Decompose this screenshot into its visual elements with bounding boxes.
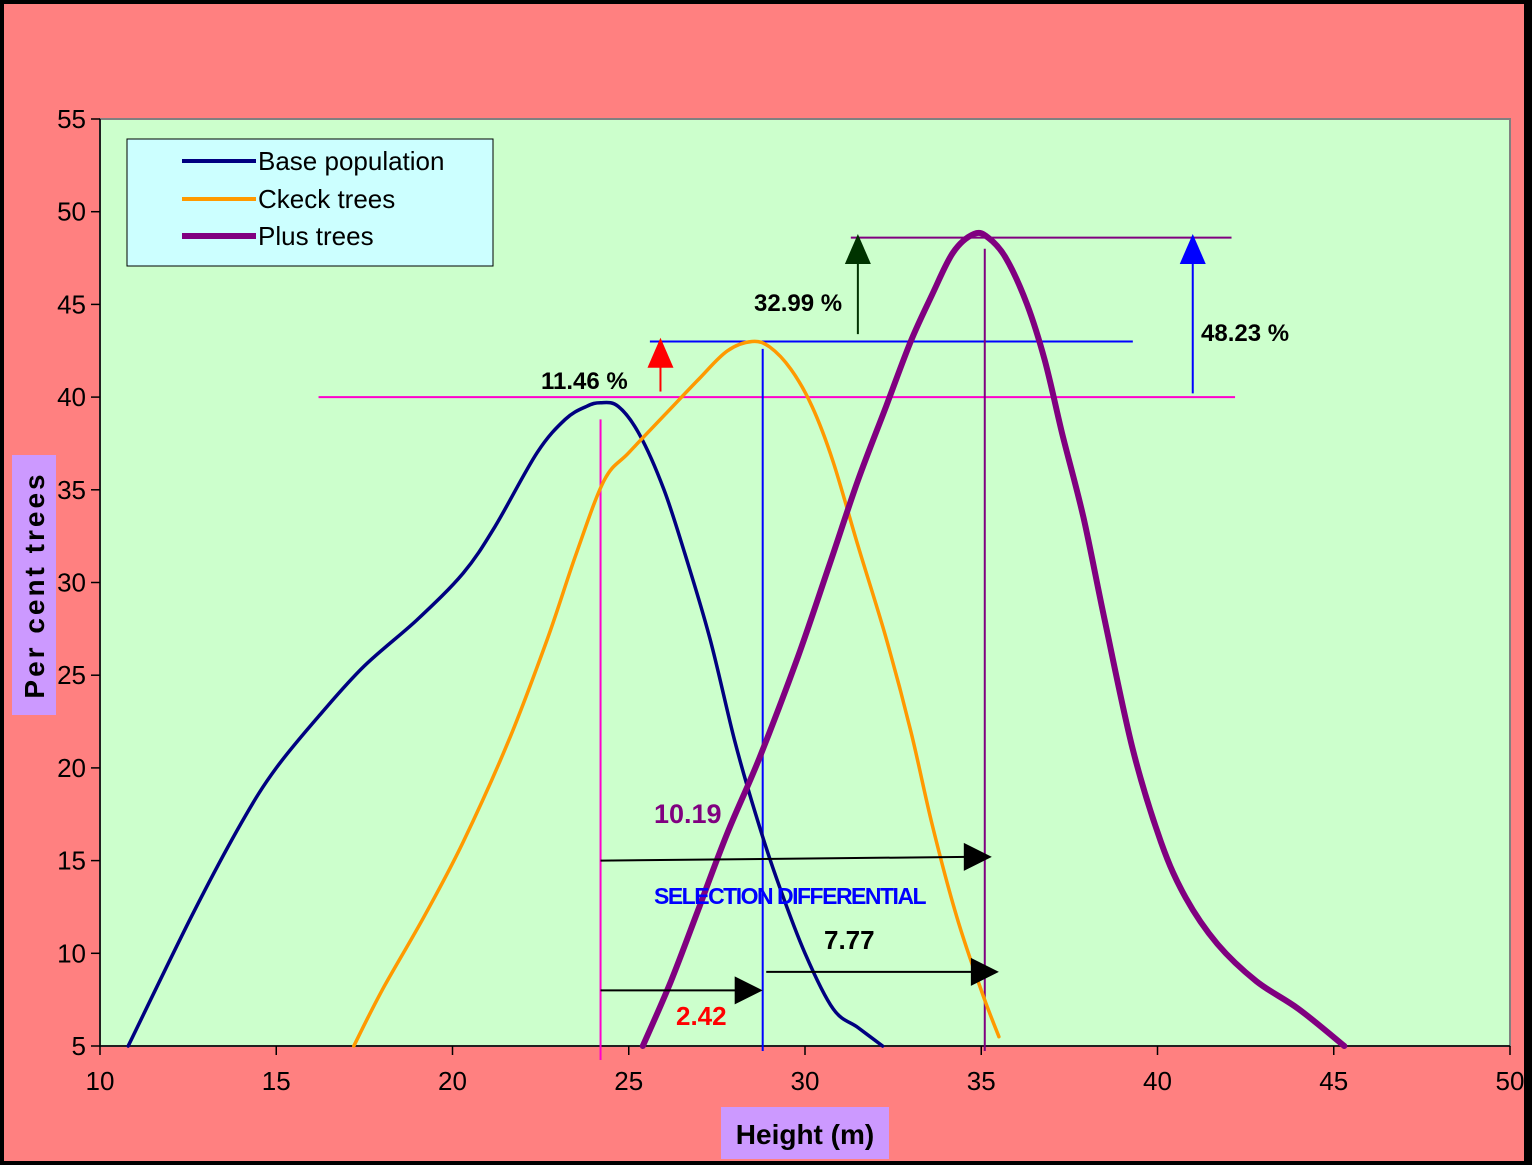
annotation-48-23: 48.23 % <box>1201 320 1289 347</box>
annotation-10-19: 10.19 <box>654 799 722 829</box>
arrow-11-46-head <box>647 337 674 368</box>
y-axis-title-bg <box>12 455 56 715</box>
x-tick-label: 30 <box>791 1066 820 1096</box>
y-tick-label: 15 <box>57 846 86 876</box>
arrow-2-42-head <box>734 976 763 1005</box>
y-axis: 5 10 15 20 25 30 35 40 45 50 55 <box>57 104 101 1061</box>
y-tick-label: 45 <box>57 289 86 319</box>
annotation-11-46: 11.46 % <box>541 368 628 395</box>
y-tick-label: 30 <box>57 568 86 598</box>
arrow-7-77-head <box>970 957 999 986</box>
arrow-10-19-shaft <box>600 855 968 862</box>
x-tick-label: 50 <box>1496 1066 1525 1096</box>
series-check-trees <box>352 339 1001 1048</box>
series-plus-trees <box>639 229 1348 1049</box>
x-tick-label: 20 <box>438 1066 467 1096</box>
y-tick-label: 5 <box>72 1031 86 1061</box>
series-base-population <box>126 400 885 1048</box>
y-tick-label: 10 <box>57 938 86 968</box>
y-tick-label: 20 <box>57 753 86 783</box>
annotation-2-42: 2.42 <box>676 1001 727 1031</box>
legend-label-base: Base population <box>258 146 444 176</box>
x-tick-label: 15 <box>262 1066 291 1096</box>
annotation-selection-differential: SELECTION DIFFERENTIAL <box>654 883 927 909</box>
legend: Base population Ckeck trees Plus trees <box>126 138 494 267</box>
series-group <box>126 229 1348 1049</box>
x-axis-title: Height (m) <box>736 1119 874 1150</box>
annotation-32-99: 32.99 % <box>754 290 842 317</box>
x-tick-label: 25 <box>614 1066 643 1096</box>
y-tick-label: 50 <box>57 197 86 227</box>
y-tick-label: 25 <box>57 660 86 690</box>
annotation-7-77: 7.77 <box>824 925 875 955</box>
plot-area <box>99 118 1511 1047</box>
y-tick-label: 35 <box>57 475 86 505</box>
annotation-arrows <box>600 233 1206 1005</box>
legend-label-check: Ckeck trees <box>258 184 395 214</box>
x-tick-label: 45 <box>1319 1066 1348 1096</box>
x-axis: 10 15 20 25 30 35 40 45 50 <box>86 1045 1525 1096</box>
reference-lines <box>318 236 1236 1060</box>
x-tick-label: 40 <box>1143 1066 1172 1096</box>
arrow-48-23-head <box>1179 233 1206 264</box>
x-tick-label: 35 <box>967 1066 996 1096</box>
x-axis-title-bg <box>721 1107 889 1159</box>
arrow-32-99-head <box>844 233 871 264</box>
y-tick-label: 40 <box>57 382 86 412</box>
y-tick-label: 55 <box>57 104 86 134</box>
legend-label-plus: Plus trees <box>258 221 374 251</box>
arrow-10-19-head <box>963 842 992 871</box>
y-axis-title: Per cent trees <box>19 471 50 698</box>
x-tick-label: 10 <box>86 1066 115 1096</box>
